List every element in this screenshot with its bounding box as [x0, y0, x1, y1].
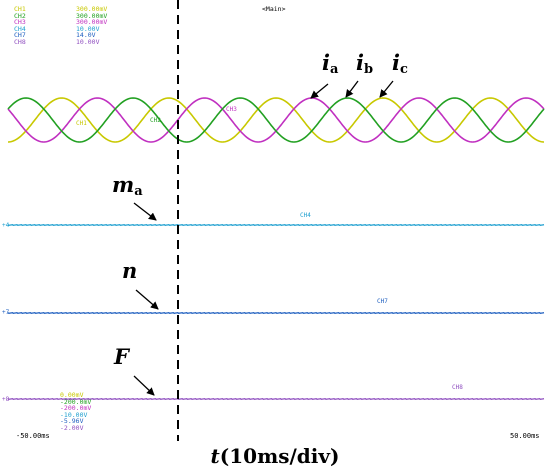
- ground-marker-ch4: +4: [2, 222, 10, 229]
- trace-tag-ch1: CH1: [76, 120, 87, 127]
- arrow-n: [135, 289, 159, 310]
- time-axis-left: -50.00ms: [16, 432, 50, 440]
- label-ma: ma: [112, 172, 143, 199]
- channel-offset-legend: 0.00mV -200.0mV -200.0mV -10.00V -5.96V -2.00…: [60, 392, 91, 432]
- legend-channel-name: CH1: [14, 5, 26, 13]
- waveform-ia: [7, 97, 545, 143]
- legend-channel-scale: 300.00mV: [76, 5, 108, 13]
- legend-channel-scale: 300.00mV: [76, 11, 108, 20]
- ground-marker-ch8: +8: [2, 396, 10, 403]
- legend-row-ch3: CH3 300.00mV: [14, 19, 107, 26]
- trace-tag-ch7: CH7: [377, 298, 388, 305]
- ground-markers: +4 +7 +8: [2, 222, 10, 403]
- offset-row-ch3: -200.0mV: [60, 404, 92, 413]
- legend-row-ch1: CH1 300.00mV: [14, 6, 107, 13]
- legend-channel-name: CH2: [14, 11, 26, 20]
- time-axis-right: 50.00ms: [510, 432, 540, 440]
- arrow-ia: [310, 83, 329, 99]
- trace-tag-ch4: CH4: [300, 212, 311, 219]
- legend-row-ch2: CH2 300.00mV: [14, 11, 108, 20]
- trace-tag-ch8: CH8: [452, 384, 463, 391]
- legend-channel-scale: 10.00V: [76, 37, 100, 46]
- label-n: n: [122, 258, 138, 283]
- legend-channel-scale: 14.0V: [76, 31, 96, 40]
- main-view-tag: <Main>: [262, 5, 286, 13]
- legend-channel-name: CH4: [14, 24, 26, 33]
- waveform-ic: [7, 97, 545, 143]
- channel-scale-legend: CH1 300.00mV CH2 300.00mV CH3 300.00mV CH4 10.0…: [14, 6, 107, 46]
- trace-tag-ch3: CH3: [226, 106, 237, 113]
- label-ia: ia: [322, 50, 339, 77]
- trace-F: [7, 398, 545, 400]
- offset-row-ch7: -5.96V: [60, 417, 84, 426]
- legend-row-ch7: CH7 14.0V: [14, 32, 107, 39]
- arrow-ic: [379, 80, 394, 98]
- label-ic: ic: [392, 50, 408, 77]
- trace-n: [7, 312, 545, 314]
- legend-channel-scale: 10.00V: [76, 24, 100, 33]
- trace-ma: [7, 224, 545, 226]
- offset-row-ch1: 0.00mV: [60, 391, 84, 399]
- legend-channel-name: CH7: [14, 31, 26, 40]
- arrow-ib: [345, 80, 359, 98]
- legend-channel-name: CH8: [14, 37, 26, 46]
- label-ib: ib: [356, 50, 374, 77]
- legend-row-ch4: CH4 10.00V: [14, 24, 107, 33]
- offset-row-ch2: -200.0mV: [60, 397, 92, 406]
- legend-row-ch8: CH8 10.00V: [14, 39, 107, 46]
- label-F: F: [114, 344, 129, 369]
- offset-row-ch8: -2.00V: [60, 423, 84, 432]
- three-phase-waveforms: [7, 97, 545, 143]
- legend-channel-name: CH3: [14, 18, 26, 27]
- offset-row-ch4: -10.00V: [60, 410, 88, 419]
- trace-tag-ch2: CH2: [150, 117, 161, 124]
- ground-marker-ch7: +7: [2, 309, 10, 316]
- arrow-ma: [133, 202, 157, 221]
- x-axis-label: t(10ms/div): [210, 444, 340, 468]
- arrow-F: [133, 375, 155, 396]
- legend-channel-scale: 300.00mV: [76, 18, 108, 27]
